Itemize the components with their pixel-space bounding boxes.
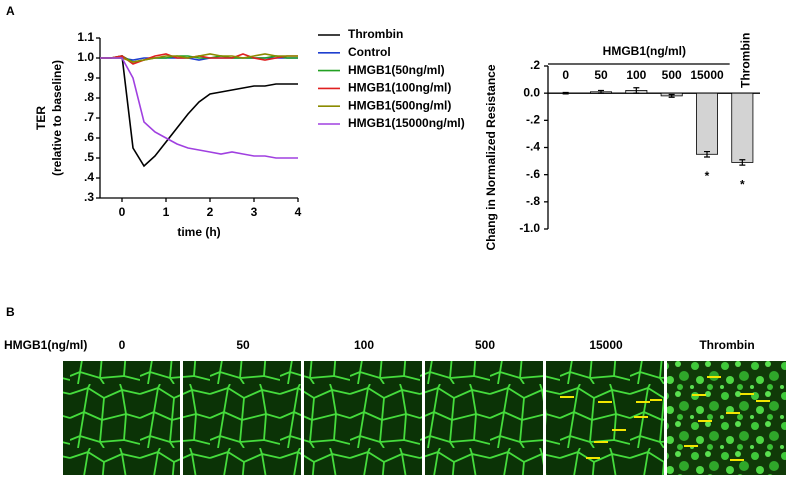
error-bar [704, 150, 710, 158]
x-tick-label: 500 [662, 68, 682, 82]
column-label: Thrombin [699, 338, 754, 352]
micrograph [63, 361, 180, 475]
panel-label: B [6, 305, 15, 319]
y-tick-label: -1.0 [519, 221, 540, 235]
y-tick-label: .6 [84, 130, 94, 144]
legend-label: HMGB1(100ng/ml) [348, 81, 451, 95]
error-bar [668, 93, 675, 98]
y-tick-label: .7 [84, 110, 94, 124]
error-bar [598, 89, 604, 94]
column-label: 0 [119, 338, 126, 352]
gap-markers [560, 376, 770, 461]
y-axis-label: Chang in Normalized Resistance [484, 64, 498, 250]
y-tick-label: 1.0 [77, 50, 94, 64]
y-tick-label: 1.1 [77, 30, 94, 44]
y-tick-label: .4 [84, 170, 94, 184]
x-tick-label: Thrombin [739, 33, 753, 88]
legend-label: HMGB1(15000ng/ml) [348, 116, 465, 130]
column-label: 500 [475, 338, 495, 352]
column-label: 50 [236, 338, 250, 352]
series-line [100, 57, 298, 159]
x-axis-label: time (h) [177, 225, 220, 239]
micrograph [183, 361, 301, 475]
legend-label: Thrombin [348, 27, 403, 41]
x-tick-label: 4 [295, 205, 302, 219]
significance-mark: * [705, 169, 710, 183]
y-tick-label: -.4 [526, 140, 540, 154]
y-tick-label: .3 [84, 190, 94, 204]
error-bar [562, 91, 569, 95]
x-tick-label: 15000 [690, 68, 724, 82]
y-tick-label: .8 [84, 90, 94, 104]
error-bar [633, 87, 640, 94]
y-tick-label: 0.0 [523, 85, 540, 99]
bar [731, 92, 754, 163]
y-tick-label: -.6 [526, 167, 540, 181]
x-tick-label: 3 [251, 205, 258, 219]
micrographs [63, 361, 786, 475]
y-tick-label: .5 [84, 150, 94, 164]
micrograph [425, 361, 543, 475]
significance-mark: * [740, 177, 745, 191]
micrograph [304, 361, 422, 475]
x-tick-label: 1 [163, 205, 170, 219]
y-tick-label: .2 [530, 58, 540, 72]
panel-label: A [6, 4, 15, 18]
error-bar [739, 159, 746, 166]
group-label: HMGB1(ng/ml) [603, 44, 686, 58]
y-tick-label: .9 [84, 70, 94, 84]
legend-label: HMGB1(50ng/ml) [348, 63, 445, 77]
column-label: 100 [354, 338, 374, 352]
micrograph [667, 361, 786, 475]
x-tick-label: 100 [626, 68, 646, 82]
y-axis-label: (relative to baseline) [50, 60, 64, 176]
bar [696, 92, 719, 155]
y-tick-label: -.8 [526, 194, 540, 208]
x-tick-label: 50 [594, 68, 608, 82]
row-label: HMGB1(ng/ml) [4, 338, 87, 352]
x-tick-label: 0 [562, 68, 569, 82]
x-tick-label: 2 [207, 205, 214, 219]
y-axis-label: TER [34, 106, 48, 130]
column-label: 15000 [589, 338, 623, 352]
series-line [100, 55, 298, 168]
x-tick-label: 0 [119, 205, 126, 219]
y-tick-label: -.2 [526, 113, 540, 127]
series-line [100, 53, 298, 63]
legend-label: Control [348, 45, 391, 59]
legend-label: HMGB1(500ng/ml) [348, 98, 451, 112]
